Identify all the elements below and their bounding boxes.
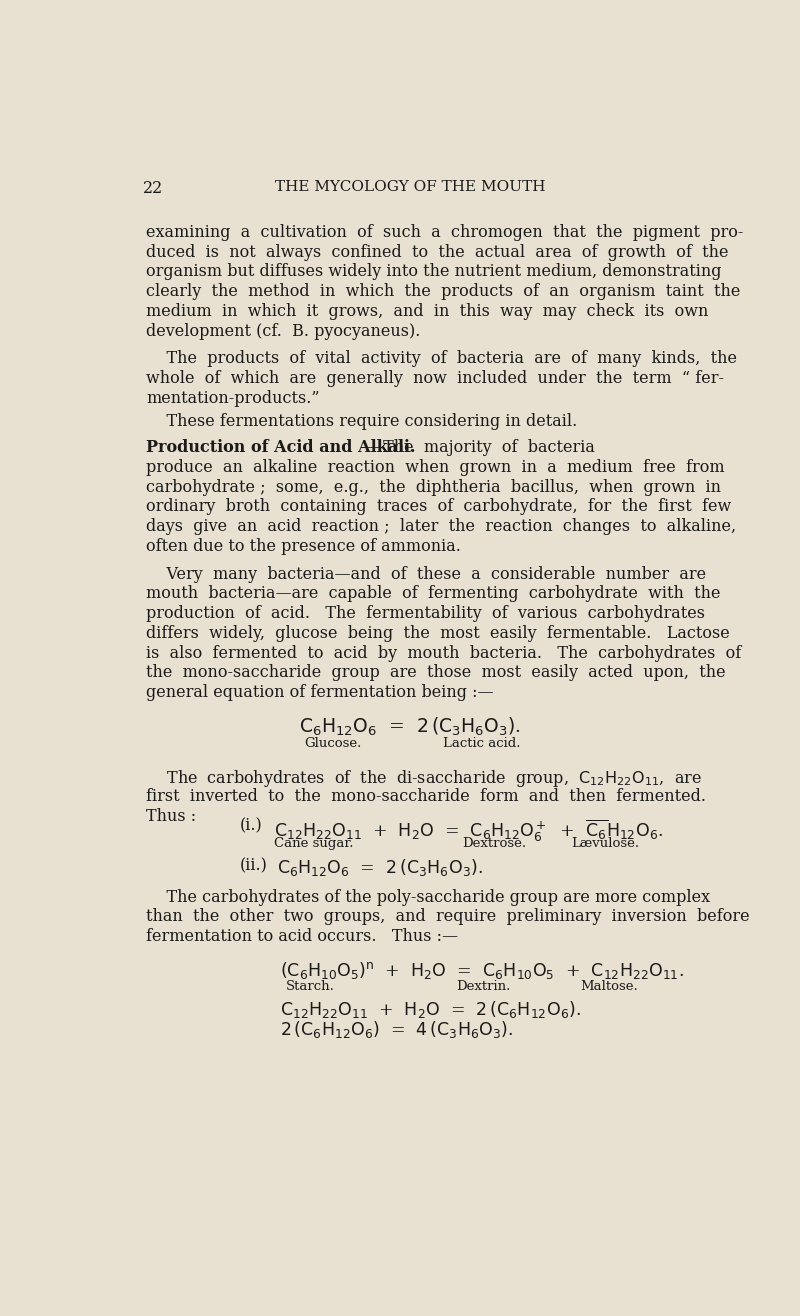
Text: medium  in  which  it  grows,  and  in  this  way  may  check  its  own: medium in which it grows, and in this wa… — [146, 303, 709, 320]
Text: often due to the presence of ammonia.: often due to the presence of ammonia. — [146, 538, 462, 555]
Text: Maltose.: Maltose. — [581, 979, 638, 992]
Text: $\mathrm{2\,(C_6H_{12}O_6)}$  =  $\mathrm{4\,(C_3H_6O_3)}$.: $\mathrm{2\,(C_6H_{12}O_6)}$ = $\mathrm{… — [280, 1019, 513, 1040]
Text: $\mathrm{C_{12}H_{22}O_{11}}$  +  $\mathrm{H_2O}$  =  $\mathrm{C_6H_{12}O_6^+}$ : $\mathrm{C_{12}H_{22}O_{11}}$ + $\mathrm… — [274, 817, 663, 844]
Text: organism but diffuses widely into the nutrient medium, demonstrating: organism but diffuses widely into the nu… — [146, 263, 722, 280]
Text: $\mathrm{C_{12}H_{22}O_{11}}$  +  $\mathrm{H_2O}$  =  $\mathrm{2\,(C_6H_{12}O_6): $\mathrm{C_{12}H_{22}O_{11}}$ + $\mathrm… — [280, 999, 581, 1020]
Text: —The  majority  of  bacteria: —The majority of bacteria — [366, 440, 594, 457]
Text: mentation-products.”: mentation-products.” — [146, 390, 320, 407]
Text: (ii.): (ii.) — [239, 857, 267, 874]
Text: $\mathrm{(C_6H_{10}O_5)^n}$  +  $\mathrm{H_2O}$  =  $\mathrm{C_6H_{10}O_5}$  +  : $\mathrm{(C_6H_{10}O_5)^n}$ + $\mathrm{H… — [280, 959, 684, 980]
Text: Dextrin.: Dextrin. — [457, 979, 511, 992]
Text: fermentation to acid occurs.   Thus :—: fermentation to acid occurs. Thus :— — [146, 928, 458, 945]
Text: These fermentations require considering in detail.: These fermentations require considering … — [146, 413, 578, 430]
Text: Lævulose.: Lævulose. — [571, 837, 639, 850]
Text: first  inverted  to  the  mono-saccharide  form  and  then  fermented.: first inverted to the mono-saccharide fo… — [146, 788, 706, 805]
Text: ordinary  broth  containing  traces  of  carbohydrate,  for  the  first  few: ordinary broth containing traces of carb… — [146, 499, 732, 516]
Text: clearly  the  method  in  which  the  products  of  an  organism  taint  the: clearly the method in which the products… — [146, 283, 741, 300]
Text: Thus :: Thus : — [146, 808, 197, 825]
Text: Cane sugar.: Cane sugar. — [274, 837, 353, 850]
Text: Glucose.: Glucose. — [304, 737, 361, 750]
Text: the  mono-saccharide  group  are  those  most  easily  acted  upon,  the: the mono-saccharide group are those most… — [146, 665, 726, 682]
Text: general equation of fermentation being :—: general equation of fermentation being :… — [146, 684, 494, 701]
Text: Lactic acid.: Lactic acid. — [442, 737, 520, 750]
Text: (i.): (i.) — [239, 817, 262, 834]
Text: than  the  other  two  groups,  and  require  preliminary  inversion  before: than the other two groups, and require p… — [146, 908, 750, 925]
Text: mouth  bacteria—are  capable  of  fermenting  carbohydrate  with  the: mouth bacteria—are capable of fermenting… — [146, 586, 721, 603]
Text: production  of  acid.   The  fermentability  of  various  carbohydrates: production of acid. The fermentability o… — [146, 605, 706, 622]
Text: 22: 22 — [143, 180, 164, 197]
Text: Production of Acid and Alkali.: Production of Acid and Alkali. — [146, 440, 416, 457]
Text: is  also  fermented  to  acid  by  mouth  bacteria.   The  carbohydrates  of: is also fermented to acid by mouth bacte… — [146, 645, 742, 662]
Text: examining  a  cultivation  of  such  a  chromogen  that  the  pigment  pro-: examining a cultivation of such a chromo… — [146, 224, 744, 241]
Text: produce  an  alkaline  reaction  when  grown  in  a  medium  free  from: produce an alkaline reaction when grown … — [146, 459, 725, 476]
Text: Very  many  bacteria—and  of  these  a  considerable  number  are: Very many bacteria—and of these a consid… — [146, 566, 706, 583]
Text: carbohydrate ;  some,  e.g.,  the  diphtheria  bacillus,  when  grown  in: carbohydrate ; some, e.g., the diphtheri… — [146, 479, 722, 496]
Text: differs  widely,  glucose  being  the  most  easily  fermentable.   Lactose: differs widely, glucose being the most e… — [146, 625, 730, 642]
Text: Dextrose.: Dextrose. — [462, 837, 527, 850]
Text: $\mathrm{C_6H_{12}O_6}$  =  $\mathrm{2\,(C_3H_6O_3)}$.: $\mathrm{C_6H_{12}O_6}$ = $\mathrm{2\,(C… — [299, 716, 521, 738]
Text: duced  is  not  always  confined  to  the  actual  area  of  growth  of  the: duced is not always confined to the actu… — [146, 243, 729, 261]
Text: THE MYCOLOGY OF THE MOUTH: THE MYCOLOGY OF THE MOUTH — [274, 180, 546, 195]
Text: whole  of  which  are  generally  now  included  under  the  term  “ fer-: whole of which are generally now include… — [146, 370, 725, 387]
Text: development (cf.  B. pyocyaneus).: development (cf. B. pyocyaneus). — [146, 322, 421, 340]
Text: The  carbohydrates  of  the  di-saccharide  group,  $\mathrm{C_{12}H_{22}O_{11}}: The carbohydrates of the di-saccharide g… — [146, 769, 702, 790]
Text: The carbohydrates of the poly-saccharide group are more complex: The carbohydrates of the poly-saccharide… — [146, 888, 710, 905]
Text: Starch.: Starch. — [286, 979, 335, 992]
Text: $\mathrm{C_6H_{12}O_6}$  =  $\mathrm{2\,(C_3H_6O_3)}$.: $\mathrm{C_6H_{12}O_6}$ = $\mathrm{2\,(C… — [277, 857, 482, 878]
Text: The  products  of  vital  activity  of  bacteria  are  of  many  kinds,  the: The products of vital activity of bacter… — [146, 350, 738, 367]
Text: days  give  an  acid  reaction ;  later  the  reaction  changes  to  alkaline,: days give an acid reaction ; later the r… — [146, 519, 737, 536]
